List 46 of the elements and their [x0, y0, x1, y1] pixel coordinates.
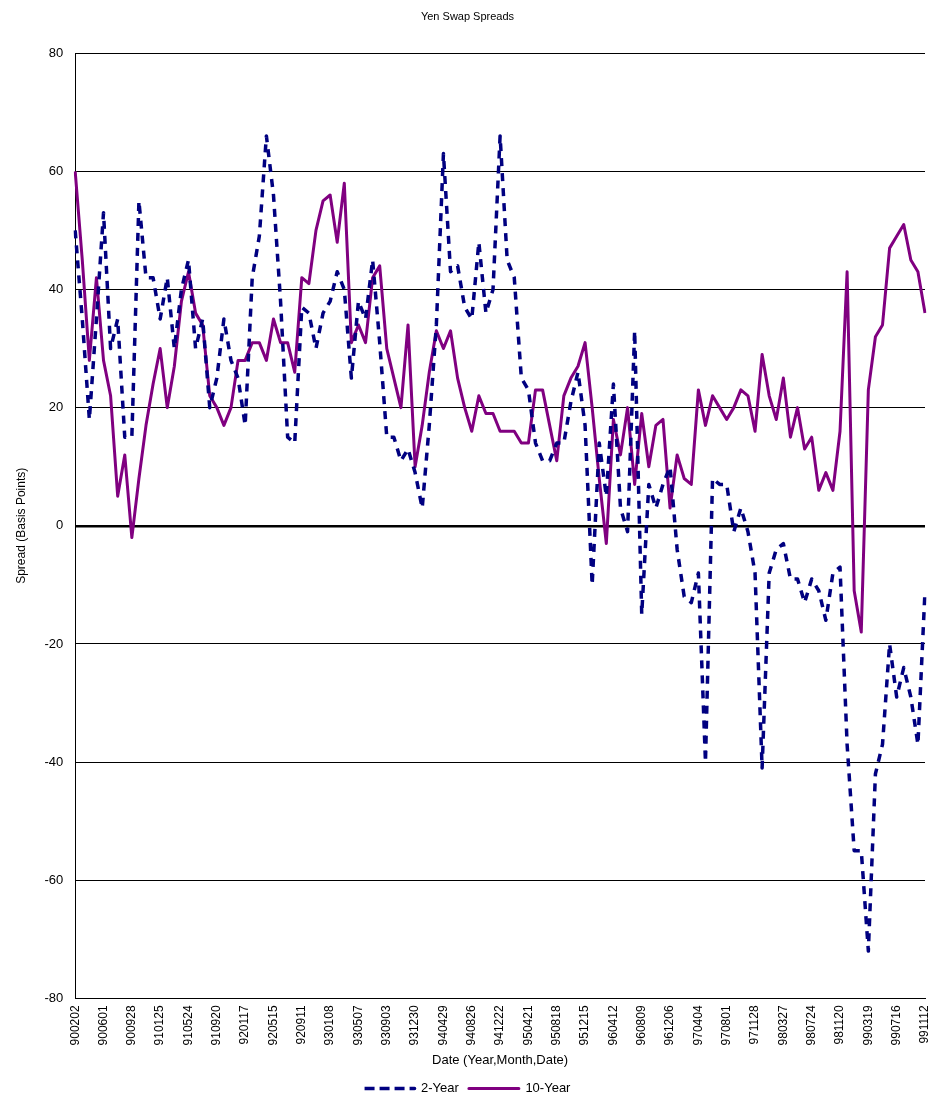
y-tick-label: -60	[44, 871, 64, 887]
y-axis-title: Spread (Basis Points)	[13, 467, 28, 584]
x-tick-label: 941222	[492, 1005, 507, 1046]
x-tick-label: 960809	[634, 1005, 649, 1046]
x-tick-label: 900601	[95, 1005, 110, 1046]
x-axis-title: Date (Year,Month,Date)	[432, 1051, 569, 1067]
x-tick-label: 900928	[124, 1005, 139, 1046]
x-tick-label: 930507	[350, 1005, 365, 1046]
y-tick-label: 20	[48, 399, 64, 415]
x-tick-label: 961206	[662, 1005, 677, 1046]
x-tick-label: 940429	[435, 1005, 450, 1046]
x-tick-label: 990319	[860, 1005, 875, 1046]
line-series	[73, 134, 927, 953]
x-tick-label: 981120	[832, 1005, 847, 1045]
x-tick-label: 931230	[407, 1005, 422, 1046]
x-tick-label: 910920	[209, 1005, 224, 1046]
x-tick-label: 920911	[294, 1005, 309, 1045]
x-tick-label: 920117	[237, 1005, 252, 1045]
y-tick-label: 60	[48, 162, 64, 178]
x-tick-label: 910125	[152, 1005, 167, 1046]
x-tick-label: 930903	[379, 1005, 394, 1046]
x-tick-label: 950421	[520, 1005, 535, 1046]
x-tick-label: 960412	[605, 1005, 620, 1046]
x-tick-label: 910524	[180, 1005, 195, 1046]
legend-label: 10-Year	[525, 1080, 572, 1096]
x-tick-label: 970801	[719, 1005, 734, 1046]
x-tick-label: 970404	[690, 1005, 705, 1046]
x-tick-label: 971128	[747, 1005, 762, 1045]
x-tick-label: 980327	[775, 1005, 790, 1046]
x-tick-label: 990716	[888, 1005, 903, 1046]
chart-title: Yen Swap Spreads	[420, 9, 515, 22]
x-tick-label: 940826	[464, 1005, 479, 1046]
y-tick-label: 0	[55, 517, 64, 533]
x-tick-label: 920515	[265, 1005, 280, 1046]
y-tick-label: -80	[44, 989, 64, 1005]
x-tick-label: 930108	[322, 1005, 337, 1046]
y-tick-label: 80	[48, 44, 64, 60]
x-tick-label: 991112	[917, 1005, 932, 1044]
x-tick-label: 951215	[577, 1005, 592, 1046]
x-tick-label: 980724	[804, 1005, 818, 1046]
y-tick-label: 40	[48, 281, 64, 297]
x-tick-label: 950818	[549, 1005, 564, 1046]
y-tick-label: -40	[44, 753, 64, 769]
legend-label: 2-Year	[421, 1080, 460, 1096]
x-tick-label: 900202	[67, 1005, 82, 1046]
y-tick-label: -20	[44, 635, 64, 651]
